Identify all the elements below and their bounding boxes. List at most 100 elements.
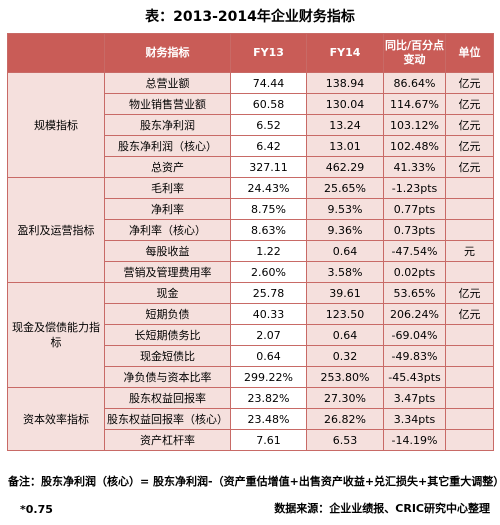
change-cell: 103.12%	[383, 114, 446, 136]
table-row: 物业销售营业额 60.58 130.04 114.67% 亿元	[8, 93, 494, 115]
table-row: 盈利及运营指标 毛利率 24.43% 25.65% -1.23pts	[7, 177, 494, 283]
unit-cell	[445, 387, 494, 409]
table-row: 规模指标 总营业额 74.44 138.94 86.64% 亿元	[7, 72, 494, 178]
table-row: 短期负债 40.33 123.50 206.24% 亿元	[8, 303, 494, 325]
table-row: 现金短债比 0.64 0.32 -49.83%	[8, 345, 494, 367]
metric-name-cell: 净负债与资本比率	[104, 366, 231, 388]
fy13-cell: 1.22	[230, 240, 307, 262]
financial-table: 财务指标 FY13 FY14 同比/百分点变动 单位 规模指标 总营业额 74.44…	[7, 33, 494, 451]
header-metric: 财务指标	[104, 33, 231, 73]
footer-note-continued: *0.75	[20, 503, 53, 516]
footer-source: 数据来源：企业业绩报、CRIC研究中心整理	[274, 502, 490, 515]
unit-cell: 元	[445, 240, 494, 262]
fy14-cell: 13.24	[306, 114, 384, 136]
fy13-cell: 8.75%	[230, 198, 307, 220]
footer-note: 备注：股东净利润（核心）= 股东净利润-（资产重估增值+出售资产收益+兑汇损失+…	[8, 475, 500, 488]
header-fy14: FY14	[306, 33, 384, 73]
fy13-cell: 60.58	[230, 93, 307, 115]
header-change: 同比/百分点变动	[383, 33, 446, 73]
table-row: 资产杠杆率 7.61 6.53 -14.19%	[8, 429, 494, 451]
table-row: 总资产 327.11 462.29 41.33% 亿元	[8, 156, 494, 178]
header-unit: 单位	[445, 33, 494, 73]
table-row: 股东净利润（核心） 6.42 13.01 102.48% 亿元	[8, 135, 494, 157]
change-cell: -47.54%	[383, 240, 446, 262]
unit-cell: 亿元	[445, 282, 494, 304]
metric-name-cell: 现金短债比	[104, 345, 231, 367]
change-cell: -69.04%	[383, 324, 446, 346]
fy13-cell: 327.11	[230, 156, 307, 178]
metric-name-cell: 短期负债	[104, 303, 231, 325]
metric-name-cell: 股东权益回报率（核心）	[104, 408, 231, 430]
group-label: 现金及偿债能力指标	[7, 282, 105, 388]
metric-name-cell: 净利率	[104, 198, 231, 220]
metric-name-cell: 物业销售营业额	[104, 93, 231, 115]
fy13-cell: 40.33	[230, 303, 307, 325]
fy13-cell: 23.82%	[230, 387, 307, 409]
fy14-cell: 27.30%	[306, 387, 384, 409]
metric-name-cell: 股东权益回报率	[104, 387, 231, 409]
metric-name-cell: 净利率（核心）	[104, 219, 231, 241]
table-row: 现金及偿债能力指标 现金 25.78 39.61 53.65% 亿元	[7, 282, 494, 388]
fy14-cell: 253.80%	[306, 366, 384, 388]
fy13-cell: 24.43%	[230, 177, 307, 199]
change-cell: -14.19%	[383, 429, 446, 451]
unit-cell	[445, 324, 494, 346]
fy13-cell: 2.07	[230, 324, 307, 346]
metric-name-cell: 股东净利润（核心）	[104, 135, 231, 157]
fy13-cell: 299.22%	[230, 366, 307, 388]
fy14-cell: 9.36%	[306, 219, 384, 241]
fy14-cell: 0.64	[306, 240, 384, 262]
fy13-cell: 23.48%	[230, 408, 307, 430]
header-blank	[7, 33, 105, 73]
metric-name-cell: 长短期债务比	[104, 324, 231, 346]
group-label: 盈利及运营指标	[7, 177, 105, 283]
fy14-cell: 25.65%	[306, 177, 384, 199]
header-fy13: FY13	[230, 33, 307, 73]
unit-cell: 亿元	[445, 156, 494, 178]
unit-cell	[445, 366, 494, 388]
change-cell: 3.34pts	[383, 408, 446, 430]
fy14-cell: 130.04	[306, 93, 384, 115]
table-row: 股东权益回报率（核心） 23.48% 26.82% 3.34pts	[8, 408, 494, 430]
fy13-cell: 25.78	[230, 282, 307, 304]
unit-cell	[445, 429, 494, 451]
change-cell: 0.02pts	[383, 261, 446, 283]
unit-cell	[445, 261, 494, 283]
unit-cell: 亿元	[445, 72, 494, 94]
group-label: 规模指标	[7, 72, 105, 178]
fy14-cell: 13.01	[306, 135, 384, 157]
change-cell: 86.64%	[383, 72, 446, 94]
fy14-cell: 462.29	[306, 156, 384, 178]
metric-name-cell: 总资产	[104, 156, 231, 178]
unit-cell: 亿元	[445, 114, 494, 136]
unit-cell	[445, 408, 494, 430]
table-row: 净负债与资本比率 299.22% 253.80% -45.43pts	[8, 366, 494, 388]
metric-name-cell: 股东净利润	[104, 114, 231, 136]
metric-name-cell: 毛利率	[104, 177, 231, 199]
fy13-cell: 2.60%	[230, 261, 307, 283]
change-cell: -49.83%	[383, 345, 446, 367]
fy14-cell: 123.50	[306, 303, 384, 325]
fy13-cell: 6.52	[230, 114, 307, 136]
table-row: 资本效率指标 股东权益回报率 23.82% 27.30% 3.47pts	[7, 387, 494, 451]
table-row: 净利率（核心） 8.63% 9.36% 0.73pts	[8, 219, 494, 241]
group-label: 资本效率指标	[7, 387, 105, 451]
table-row: 每股收益 1.22 0.64 -47.54% 元	[8, 240, 494, 262]
change-cell: 3.47pts	[383, 387, 446, 409]
fy14-cell: 0.64	[306, 324, 384, 346]
change-cell: 53.65%	[383, 282, 446, 304]
change-cell: 0.77pts	[383, 198, 446, 220]
fy13-cell: 74.44	[230, 72, 307, 94]
unit-cell	[445, 345, 494, 367]
unit-cell	[445, 198, 494, 220]
unit-cell: 亿元	[445, 135, 494, 157]
fy14-cell: 0.32	[306, 345, 384, 367]
table-title: 表：2013-2014年企业财务指标	[145, 9, 355, 25]
change-cell: -1.23pts	[383, 177, 446, 199]
fy14-cell: 3.58%	[306, 261, 384, 283]
fy13-cell: 8.63%	[230, 219, 307, 241]
change-cell: 0.73pts	[383, 219, 446, 241]
unit-cell: 亿元	[445, 303, 494, 325]
table-header-row: 财务指标 FY13 FY14 同比/百分点变动 单位	[7, 33, 494, 73]
